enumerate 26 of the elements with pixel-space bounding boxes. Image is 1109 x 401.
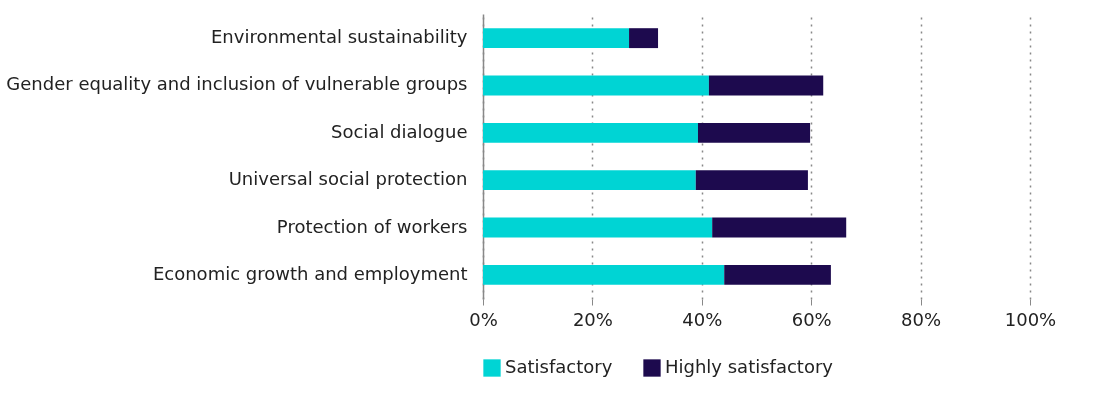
x-tick-label: 0% <box>469 308 498 330</box>
x-tick-label: 100% <box>1004 308 1057 330</box>
bar <box>483 264 725 285</box>
y-tick-label: Environmental sustainability <box>210 26 468 48</box>
bar <box>483 217 713 238</box>
bar <box>483 170 696 191</box>
bar <box>695 170 808 191</box>
bar <box>483 122 698 143</box>
x-tick-label: 60% <box>791 308 832 330</box>
bar <box>629 28 659 49</box>
x-tick-label: 40% <box>682 308 723 330</box>
bar <box>483 75 709 96</box>
x-tick-label: 20% <box>572 308 613 330</box>
bar <box>712 217 847 238</box>
bar <box>483 28 630 49</box>
bar <box>724 264 831 285</box>
bar <box>708 75 824 96</box>
y-tick-label: Universal social protection <box>228 168 468 190</box>
y-tick-label: Gender equality and inclusion of vulnerable groups <box>6 73 468 95</box>
y-tick-label: Protection of workers <box>276 215 468 237</box>
y-tick-label: Economic growth and employment <box>152 262 468 284</box>
bar <box>697 122 811 143</box>
y-tick-label: Social dialogue <box>331 120 468 142</box>
legend-label: Highly satisfactory <box>665 356 834 377</box>
legend-label: Satisfactory <box>505 356 613 377</box>
x-tick-label: 80% <box>901 308 942 330</box>
